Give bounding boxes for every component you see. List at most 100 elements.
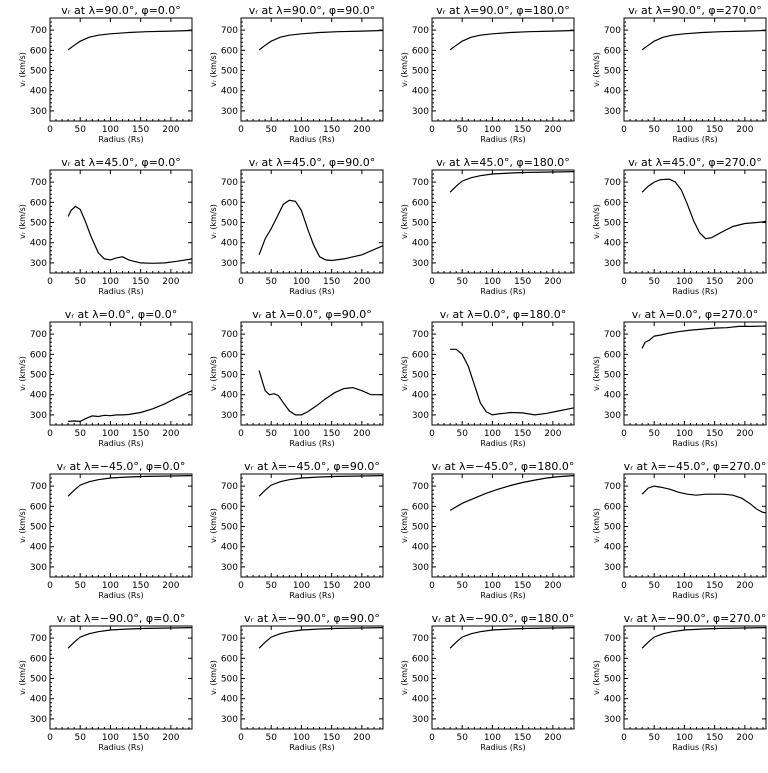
x-tick-label: 150 — [132, 277, 149, 287]
panel-title: vᵣ at λ=−45.0°, φ=180.0° — [432, 460, 575, 473]
series-line — [67, 205, 193, 264]
y-tick-label: 600 — [412, 654, 429, 664]
x-tick-label: 200 — [736, 125, 753, 135]
plot-frame — [623, 17, 767, 122]
x-tick-label: 100 — [484, 733, 501, 743]
y-tick-label: 400 — [412, 87, 429, 97]
x-tick-label: 200 — [162, 277, 179, 287]
y-tick-label: 300 — [30, 411, 47, 421]
x-tick-label: 50 — [265, 429, 277, 439]
x-tick-label: 50 — [265, 581, 277, 591]
panel-12: vᵣ at λ=0.0°, φ=270.0° 0 50 100 150 200 300 400… — [592, 308, 767, 448]
x-tick-label: 150 — [706, 125, 723, 135]
y-tick-label: 500 — [221, 67, 238, 77]
x-tick-label: 200 — [162, 125, 179, 135]
panel-7: vᵣ at λ=45.0°, φ=180.0° 0 50 100 150 200 300 40… — [400, 156, 575, 296]
y-axis-label: vᵣ (km/s) — [400, 356, 409, 391]
y-tick-label: 600 — [604, 502, 621, 512]
x-tick-label: 150 — [132, 581, 149, 591]
x-tick-label: 150 — [323, 429, 340, 439]
series-line — [68, 390, 193, 423]
plot-frame — [49, 625, 193, 730]
y-tick-label: 700 — [30, 634, 47, 644]
y-tick-label: 600 — [412, 198, 429, 208]
panel-9: vᵣ at λ=0.0°, φ=0.0° 0 50 100 150 200 300 400 50… — [18, 308, 193, 448]
y-tick-label: 500 — [30, 675, 47, 685]
x-tick-label: 150 — [706, 733, 723, 743]
x-tick-label: 50 — [74, 277, 86, 287]
series-line — [67, 29, 193, 51]
y-axis-label: vᵣ (km/s) — [18, 204, 27, 239]
y-tick-label: 700 — [221, 330, 238, 340]
x-axis-label: Radius (Rs) — [672, 439, 717, 448]
x-axis-label: Radius (Rs) — [98, 591, 143, 600]
y-tick-label: 600 — [30, 502, 47, 512]
y-tick-label: 500 — [30, 67, 47, 77]
panel-13: vᵣ at λ=−45.0°, φ=0.0° 0 50 100 150 200 300 400… — [18, 460, 193, 600]
x-axis-label: Radius (Rs) — [672, 287, 717, 296]
y-tick-label: 300 — [604, 259, 621, 269]
panel-title: vᵣ at λ=0.0°, φ=90.0° — [252, 308, 372, 321]
x-tick-label: 0 — [621, 581, 627, 591]
x-axis-label: Radius (Rs) — [289, 743, 334, 752]
y-axis-label: vᵣ (km/s) — [18, 508, 27, 543]
panel-2: vᵣ at λ=90.0°, φ=90.0° 0 50 100 150 200 300 400… — [209, 4, 384, 144]
x-tick-label: 200 — [736, 429, 753, 439]
series-line — [449, 627, 575, 649]
y-axis-label: vᵣ (km/s) — [209, 204, 218, 239]
x-tick-label: 100 — [676, 581, 693, 591]
panel-8: vᵣ at λ=45.0°, φ=270.0° 0 50 100 150 200 300 40… — [592, 156, 767, 296]
y-tick-label: 600 — [30, 198, 47, 208]
y-tick-label: 500 — [412, 371, 429, 381]
x-tick-label: 150 — [323, 581, 340, 591]
y-tick-label: 300 — [221, 259, 238, 269]
y-tick-label: 500 — [221, 219, 238, 229]
panel-title: vᵣ at λ=−90.0°, φ=90.0° — [244, 612, 380, 625]
y-tick-label: 300 — [221, 563, 238, 573]
series-line — [641, 29, 767, 51]
y-tick-label: 700 — [412, 482, 429, 492]
panel-title: vᵣ at λ=45.0°, φ=90.0° — [249, 156, 376, 169]
x-tick-label: 200 — [544, 125, 561, 135]
y-tick-label: 700 — [30, 178, 47, 188]
x-tick-label: 0 — [621, 429, 627, 439]
panel-title: vᵣ at λ=45.0°, φ=0.0° — [61, 156, 181, 169]
y-tick-label: 400 — [412, 239, 429, 249]
y-axis-label: vᵣ (km/s) — [400, 508, 409, 543]
y-tick-label: 300 — [221, 411, 238, 421]
y-tick-label: 500 — [30, 371, 47, 381]
x-tick-label: 50 — [456, 125, 468, 135]
x-tick-label: 0 — [429, 429, 435, 439]
series-line — [449, 475, 575, 511]
x-axis-label: Radius (Rs) — [480, 439, 525, 448]
panel-title: vᵣ at λ=0.0°, φ=180.0° — [440, 308, 567, 321]
x-tick-label: 0 — [238, 733, 244, 743]
plot-frame — [623, 169, 767, 274]
y-tick-label: 400 — [604, 391, 621, 401]
x-tick-label: 150 — [706, 277, 723, 287]
x-axis-label: Radius (Rs) — [289, 135, 334, 144]
y-tick-label: 700 — [221, 634, 238, 644]
y-axis-label: vᵣ (km/s) — [400, 204, 409, 239]
x-tick-label: 0 — [621, 125, 627, 135]
x-tick-label: 200 — [736, 277, 753, 287]
x-tick-label: 100 — [484, 277, 501, 287]
x-tick-label: 200 — [162, 733, 179, 743]
y-tick-label: 300 — [30, 715, 47, 725]
y-tick-label: 400 — [604, 695, 621, 705]
panel-15: vᵣ at λ=−45.0°, φ=180.0° 0 50 100 150 200 300 4… — [400, 460, 575, 600]
panel-title: vᵣ at λ=−45.0°, φ=90.0° — [244, 460, 380, 473]
x-tick-label: 200 — [544, 277, 561, 287]
y-tick-label: 500 — [604, 675, 621, 685]
x-tick-label: 100 — [484, 125, 501, 135]
y-tick-label: 600 — [30, 654, 47, 664]
x-tick-label: 150 — [514, 581, 531, 591]
x-tick-label: 50 — [648, 277, 660, 287]
x-tick-label: 50 — [74, 581, 86, 591]
series-line — [258, 627, 384, 649]
panel-20: vᵣ at λ=−90.0°, φ=270.0° 0 50 100 150 200 300 4… — [592, 612, 767, 752]
y-tick-label: 300 — [412, 715, 429, 725]
x-tick-label: 50 — [456, 277, 468, 287]
x-tick-label: 100 — [293, 277, 310, 287]
x-tick-label: 150 — [514, 125, 531, 135]
